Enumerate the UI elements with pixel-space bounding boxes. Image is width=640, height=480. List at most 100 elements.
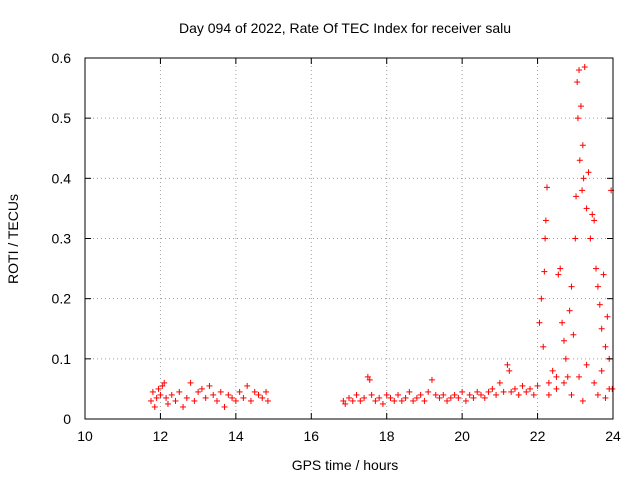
data-point: [346, 394, 352, 401]
data-point: [574, 79, 581, 86]
data-point: [183, 394, 190, 401]
data-point: [191, 397, 198, 404]
data-point: [440, 391, 447, 398]
data-point: [251, 388, 258, 395]
data-point: [236, 388, 243, 395]
data-point: [398, 397, 405, 404]
data-point: [596, 301, 603, 308]
y-tick-label: 0.4: [52, 170, 72, 186]
data-point: [195, 388, 202, 395]
data-point: [451, 391, 458, 398]
x-axis-label: GPS time / hours: [292, 457, 399, 473]
x-tick-label: 14: [228, 428, 244, 444]
data-point: [229, 394, 236, 401]
x-tick-label: 22: [530, 428, 546, 444]
data-point: [187, 379, 194, 386]
data-point: [342, 400, 349, 407]
data-point: [602, 394, 609, 401]
data-point: [553, 373, 560, 380]
data-point: [159, 382, 166, 389]
data-point: [417, 391, 424, 398]
data-point: [421, 397, 428, 404]
y-tick-label: 0: [63, 411, 71, 427]
data-point: [410, 397, 417, 404]
data-point: [206, 382, 213, 389]
y-axis-label: ROTI / TECUs: [5, 194, 21, 284]
data-point: [406, 388, 413, 395]
grid-lines: [85, 58, 613, 419]
data-point: [500, 388, 507, 395]
data-point: [157, 391, 164, 398]
data-point: [573, 193, 580, 200]
data-point: [455, 394, 462, 401]
data-point: [577, 103, 584, 110]
data-point: [591, 379, 598, 386]
data-point: [391, 397, 398, 404]
data-point: [221, 403, 228, 410]
data-point: [566, 307, 573, 314]
data-point: [583, 205, 590, 212]
data-point: [240, 394, 247, 401]
data-point: [583, 361, 590, 368]
data-point: [198, 385, 205, 392]
data-point: [395, 391, 402, 398]
data-point: [247, 397, 254, 404]
data-point: [523, 388, 530, 395]
data-point: [589, 211, 596, 218]
data-point: [368, 391, 375, 398]
data-point: [259, 394, 266, 401]
data-points: [148, 64, 616, 410]
data-point: [542, 235, 549, 242]
data-point: [534, 382, 541, 389]
data-point: [576, 157, 583, 164]
x-tick-label: 16: [303, 428, 319, 444]
data-point: [594, 391, 601, 398]
data-point: [579, 187, 586, 194]
data-point: [366, 376, 373, 383]
x-tick-label: 10: [77, 428, 93, 444]
data-point: [579, 397, 586, 404]
x-tick-label: 24: [605, 428, 621, 444]
data-point: [602, 343, 609, 350]
data-point: [474, 388, 481, 395]
data-point: [459, 388, 466, 395]
data-point: [402, 394, 409, 401]
data-point: [340, 397, 347, 404]
chart-title: Day 094 of 2022, Rate Of TEC Index for r…: [179, 20, 511, 36]
data-point: [462, 397, 469, 404]
data-point: [576, 67, 583, 74]
data-point: [149, 388, 156, 395]
data-point: [560, 379, 567, 386]
data-point: [519, 382, 526, 389]
data-point: [151, 403, 158, 410]
data-point: [598, 367, 605, 374]
data-point: [496, 379, 503, 386]
data-point: [364, 373, 371, 380]
x-tick-label: 18: [379, 428, 395, 444]
data-point: [225, 391, 232, 398]
data-point: [232, 397, 239, 404]
data-point: [425, 388, 432, 395]
data-point: [172, 397, 179, 404]
data-point: [545, 379, 552, 386]
data-point: [217, 388, 224, 395]
data-point: [600, 271, 607, 278]
data-point: [263, 388, 270, 395]
data-point: [163, 394, 170, 401]
y-tick-label: 0.3: [52, 231, 72, 247]
data-point: [444, 397, 451, 404]
data-point: [353, 391, 360, 398]
data-point: [376, 394, 383, 401]
data-point: [553, 385, 560, 392]
data-point: [568, 391, 575, 398]
data-point: [559, 319, 566, 326]
data-point: [572, 235, 579, 242]
data-point: [470, 394, 477, 401]
data-point: [511, 385, 518, 392]
data-point: [506, 367, 513, 374]
data-point: [210, 391, 217, 398]
data-point: [361, 394, 368, 401]
data-point: [481, 394, 488, 401]
data-point: [562, 355, 569, 362]
data-point: [168, 391, 175, 398]
